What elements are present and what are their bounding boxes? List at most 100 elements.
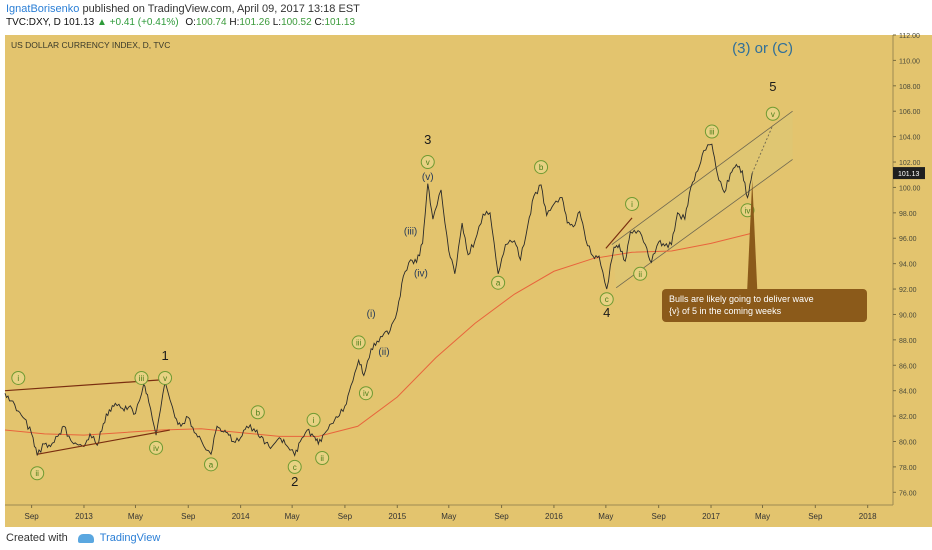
y-tick-label: 84.00 xyxy=(899,389,917,396)
trendline xyxy=(605,217,633,249)
wave-label: ii xyxy=(638,270,642,279)
x-tick-label: May xyxy=(598,512,613,521)
callout-pointer xyxy=(747,179,758,289)
last-price-marker xyxy=(893,167,925,180)
close-label: C: xyxy=(314,17,325,28)
chart-title: US DOLLAR CURRENCY INDEX, D, TVC xyxy=(11,40,170,50)
x-tick-label: May xyxy=(128,512,143,521)
wave-label-circle xyxy=(351,335,366,350)
y-tick-label: 80.00 xyxy=(899,439,917,446)
wave-label-circle xyxy=(599,292,614,307)
wave-label: c xyxy=(605,295,609,304)
wave-label-circle xyxy=(134,370,149,385)
last-price-label: 101.13 xyxy=(898,171,920,178)
y-tick-label: 96.00 xyxy=(899,236,917,243)
x-tick-label: 2018 xyxy=(859,512,877,521)
wave-number-label: 4 xyxy=(603,305,610,320)
y-tick-label: 102.00 xyxy=(899,160,921,167)
channel-fill xyxy=(611,111,793,288)
footer: Created with TradingView xyxy=(6,532,160,544)
y-tick-label: 100.00 xyxy=(899,185,921,192)
y-tick-label: 90.00 xyxy=(899,312,917,319)
high-label: H: xyxy=(229,17,240,28)
x-tick-label: Sep xyxy=(181,512,196,521)
publish-info: IgnatBorisenko published on TradingView.… xyxy=(6,3,360,15)
wave-label: a xyxy=(496,279,501,288)
wave-label: v xyxy=(426,158,430,167)
y-tick-label: 76.00 xyxy=(899,490,917,497)
wave-label-circle xyxy=(315,451,330,465)
wave-label: (ii) xyxy=(378,347,389,358)
y-tick-label: 112.00 xyxy=(899,33,920,40)
moving-average-line xyxy=(4,232,753,437)
wave-label: i xyxy=(17,374,19,383)
wave-label: b xyxy=(256,408,261,417)
wave-label: c xyxy=(293,463,297,472)
wave-label-circle xyxy=(287,459,302,474)
callout-text-line: Bulls are likely going to deliver wave xyxy=(669,294,814,304)
open-value: 100.74 xyxy=(195,17,227,28)
y-tick-label: 86.00 xyxy=(899,363,917,370)
published-text: published on TradingView.com, April 09, … xyxy=(79,3,360,15)
wave-label: a xyxy=(209,460,214,469)
wave-label: iii xyxy=(709,128,715,137)
tradingview-brand[interactable]: TradingView xyxy=(99,532,161,544)
tradingview-logo-icon xyxy=(77,533,94,543)
wave-label-circle xyxy=(633,266,648,281)
created-with-text: Created with xyxy=(6,532,68,544)
y-tick-label: 106.00 xyxy=(899,109,921,116)
author-link[interactable]: IgnatBorisenko xyxy=(6,3,80,15)
symbol-info: TVC:DXY, D 101.13 ▲ +0.41 (+0.41%) O:100… xyxy=(6,17,355,28)
wave-label: v xyxy=(771,110,775,119)
wave-label-circle xyxy=(534,160,549,175)
wave-label: ii xyxy=(320,454,324,463)
x-tick-label: 2015 xyxy=(388,512,406,521)
x-tick-label: May xyxy=(755,512,770,521)
close-value: 101.13 xyxy=(324,17,356,28)
price-axis-background xyxy=(893,35,932,527)
y-tick-label: 104.00 xyxy=(899,135,921,142)
price-change: ▲ +0.41 (+0.41%) xyxy=(97,17,179,28)
wave-label: iv xyxy=(363,389,369,398)
wave-label: (v) xyxy=(422,172,434,183)
x-tick-label: 2017 xyxy=(702,512,720,521)
x-tick-label: Sep xyxy=(494,512,509,521)
open-label: O: xyxy=(185,17,196,28)
x-tick-label: Sep xyxy=(24,512,39,521)
x-tick-label: 2016 xyxy=(545,512,563,521)
y-tick-label: 82.00 xyxy=(899,414,917,421)
wave-number-label: 5 xyxy=(769,79,776,94)
wave-label: b xyxy=(539,163,544,172)
wave-label-circle xyxy=(158,370,173,385)
wave-label-circle xyxy=(420,155,435,170)
wave-label-circle xyxy=(11,370,26,385)
wave-label-circle xyxy=(765,106,780,121)
callout-text-line: {v} of 5 in the coming weeks xyxy=(669,306,782,316)
y-tick-label: 108.00 xyxy=(899,84,921,91)
price-chart[interactable]: 76.00 78.00 80.00 82.00 84.00 86.00 88.00 90.00… xyxy=(0,31,932,527)
wave-label: iii xyxy=(139,374,145,383)
y-tick-label: 94.00 xyxy=(899,262,917,269)
y-tick-label: 78.00 xyxy=(899,465,917,472)
wave-label-circle xyxy=(358,386,373,401)
low-value: 100.52 xyxy=(281,17,312,28)
y-tick-label: 92.00 xyxy=(899,287,917,294)
wave-label: (iii) xyxy=(404,226,417,237)
trendline xyxy=(37,429,170,455)
high-value: 101.26 xyxy=(239,17,270,28)
y-tick-label: 110.00 xyxy=(899,58,920,65)
wave-number-label: 1 xyxy=(161,348,168,363)
x-tick-label: Sep xyxy=(338,512,353,521)
wave-number-label: 2 xyxy=(291,474,298,489)
wave-label: (iv) xyxy=(414,268,428,279)
projection-line xyxy=(751,125,774,174)
wave-label: ii xyxy=(35,469,39,478)
x-tick-label: 2014 xyxy=(232,512,250,521)
x-tick-label: May xyxy=(285,512,300,521)
x-tick-label: Sep xyxy=(652,512,667,521)
low-label: L: xyxy=(272,17,282,28)
x-tick-label: May xyxy=(441,512,456,521)
last-price: 101.13 xyxy=(63,17,95,28)
time-axis-background xyxy=(5,505,893,527)
wave-label: i xyxy=(631,200,633,209)
